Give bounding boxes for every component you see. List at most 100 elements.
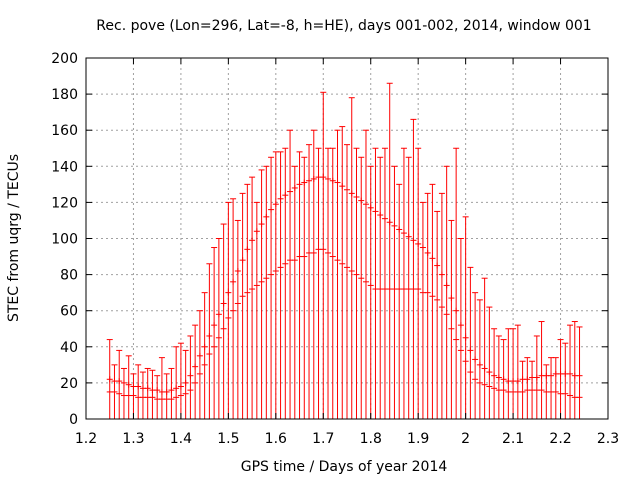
x-tick-label: 1.5 xyxy=(217,431,239,447)
data-point xyxy=(282,147,289,419)
data-point xyxy=(258,169,265,419)
data-point xyxy=(149,369,156,419)
x-tick-labels: 1.2 1.3 1.4 1.5 1.6 1.7 1.8 1.9 2 2.1 2.2 2.3 xyxy=(75,431,619,447)
data-point xyxy=(576,326,583,419)
data-point xyxy=(215,238,222,419)
data-point xyxy=(230,198,237,419)
y-tick-label: 120 xyxy=(51,195,78,211)
data-point xyxy=(453,147,460,419)
data-point xyxy=(196,310,203,419)
data-point xyxy=(253,201,260,419)
y-tick-label: 140 xyxy=(51,159,78,175)
data-point xyxy=(301,156,308,419)
data-point xyxy=(211,247,218,419)
y-tick-label: 60 xyxy=(60,304,78,320)
x-tick-label: 1.8 xyxy=(360,431,382,447)
x-tick-label: 1.9 xyxy=(407,431,429,447)
data-point xyxy=(201,292,208,419)
data-point xyxy=(386,82,393,419)
data-point xyxy=(263,165,270,419)
data-point xyxy=(116,349,123,419)
data-point xyxy=(334,129,341,419)
x-axis-label: GPS time / Days of year 2014 xyxy=(241,459,448,475)
data-point xyxy=(434,210,441,419)
data-point xyxy=(173,346,180,419)
data-point xyxy=(239,192,246,419)
data-point xyxy=(320,91,327,419)
data-point xyxy=(424,192,431,419)
data-point xyxy=(462,216,469,419)
data-point xyxy=(476,299,483,419)
data-point xyxy=(154,375,161,419)
x-tick-label: 1.4 xyxy=(170,431,192,447)
data-point xyxy=(206,263,213,419)
data-point xyxy=(567,324,574,419)
data-point xyxy=(495,335,502,419)
data-point xyxy=(192,324,199,419)
data-point xyxy=(367,165,374,419)
data-point xyxy=(187,335,194,419)
chart-title: Rec. pove (Lon=296, Lat=-8, h=HE), days … xyxy=(96,18,591,34)
data-point xyxy=(268,156,275,419)
x-tick-label: 1.2 xyxy=(75,431,97,447)
data-point xyxy=(491,328,498,419)
x-tick-label: 1.7 xyxy=(312,431,334,447)
data-point xyxy=(291,165,298,419)
data-point xyxy=(362,129,369,419)
data-point xyxy=(234,219,241,419)
data-point xyxy=(310,129,317,419)
axis-ticks xyxy=(85,57,609,420)
y-tick-label: 180 xyxy=(51,87,78,103)
data-point xyxy=(358,156,365,419)
data-point xyxy=(277,151,284,419)
data-point xyxy=(182,349,189,419)
data-point xyxy=(481,277,488,419)
data-point xyxy=(467,266,474,419)
data-point xyxy=(348,97,355,419)
y-tick-label: 0 xyxy=(69,412,78,428)
data-point xyxy=(225,201,232,419)
data-point xyxy=(329,147,336,419)
y-tick-label: 100 xyxy=(51,232,78,248)
data-point xyxy=(415,147,422,419)
data-point xyxy=(353,147,360,419)
data-marks xyxy=(106,82,583,419)
data-point xyxy=(472,292,479,419)
x-tick-label: 2.2 xyxy=(549,431,571,447)
data-point xyxy=(419,201,426,419)
x-tick-label: 2 xyxy=(461,431,470,447)
data-point xyxy=(249,176,256,419)
y-tick-label: 80 xyxy=(60,268,78,284)
data-point xyxy=(457,238,464,419)
data-point xyxy=(405,156,412,419)
data-point xyxy=(111,364,118,419)
data-point xyxy=(562,342,569,419)
data-point xyxy=(339,126,346,419)
data-point xyxy=(429,183,436,419)
x-tick-label: 2.1 xyxy=(502,431,524,447)
y-tick-label: 40 xyxy=(60,340,78,356)
data-point xyxy=(438,192,445,419)
y-tick-label: 160 xyxy=(51,123,78,139)
data-point xyxy=(125,355,132,419)
y-axis-label: STEC from uqrg / TECUs xyxy=(6,154,22,322)
data-point xyxy=(486,306,493,419)
x-tick-label: 1.6 xyxy=(265,431,287,447)
data-point xyxy=(296,151,303,419)
data-point xyxy=(344,144,350,419)
y-tick-label: 20 xyxy=(60,376,78,392)
data-point xyxy=(220,223,227,419)
x-tick-label: 1.3 xyxy=(122,431,144,447)
data-point xyxy=(529,360,536,419)
x-tick-label: 2.3 xyxy=(597,431,619,447)
data-point xyxy=(177,342,184,419)
y-tick-labels: 0 20 40 60 80 100 120 140 160 180 200 xyxy=(51,51,78,428)
data-point xyxy=(381,147,388,419)
y-tick-label: 200 xyxy=(51,51,78,67)
data-point xyxy=(325,147,332,419)
data-point xyxy=(500,339,507,419)
data-point xyxy=(287,129,294,419)
